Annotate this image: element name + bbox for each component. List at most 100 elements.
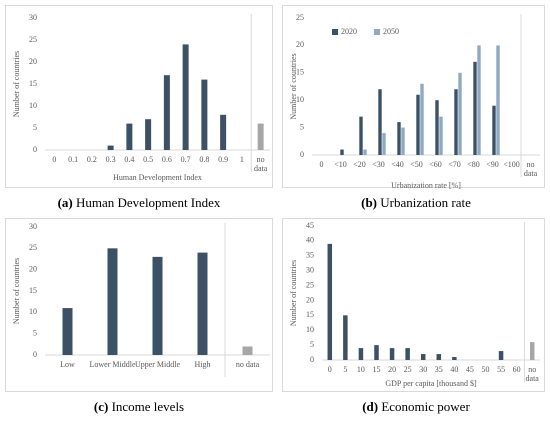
bar [397,122,401,155]
x-tick-label: 0 [52,155,57,164]
panel-border [5,218,273,392]
x-tick-label: 0.4 [124,155,135,164]
x-tick-label: Low [60,360,75,369]
caption-text: Human Development Index [76,195,221,210]
x-tick-label: <70 [448,160,461,169]
y-tick-label: 15 [29,286,37,295]
y-tick-label: 10 [296,95,304,104]
y-tick-label: 5 [33,328,37,337]
y-tick-label: 5 [310,340,314,349]
x-tick: 5 [343,365,348,374]
x-tick-label: <10 [334,160,347,169]
x-tick: <30 [372,160,385,169]
x-tick: 0.4 [124,155,135,164]
x-tick: High [194,360,211,369]
x-tick-label: 10 [356,365,365,374]
y-tick-label: 20 [306,295,314,304]
y-tick-label: 30 [29,222,37,231]
panel-border [282,5,545,188]
y-tick-label: 0 [33,145,37,154]
bar [359,116,363,155]
bar [439,116,443,155]
caption-label: (c) [93,399,109,414]
bar [498,351,504,360]
x-tick-label: <40 [391,160,404,169]
panel-border [282,218,545,392]
legend-swatch [332,29,338,35]
y-tick-label: 40 [306,236,314,245]
y-tick-label: 20 [29,57,37,66]
bar [416,94,420,155]
y-tick-label: 30 [306,265,314,274]
y-tick-label: 15 [306,310,314,319]
x-tick-label: Upper Middle [134,360,181,369]
caption: (c) Income levels [5,399,273,415]
x-tick: no data [526,365,539,383]
x-tick: <60 [429,160,442,169]
x-tick-label: 45 [465,365,474,374]
bar [529,342,535,360]
x-tick-label: <60 [429,160,442,169]
caption-label: (b) [361,195,378,210]
bar [220,114,227,150]
y-tick-label: 5 [33,123,37,132]
x-tick-label: 0.8 [199,155,210,164]
y-axis-title: Number of countries [12,258,21,324]
bar [257,123,264,150]
x-tick-label: High [194,360,211,369]
y-tick-label: 5 [300,122,304,131]
caption: (d) Economic power [282,399,550,415]
x-tick: <50 [410,160,423,169]
caption-label: (a) [57,195,73,210]
x-tick-label: 0.1 [68,155,79,164]
x-tick: 0 [52,155,57,164]
x-tick: <20 [353,160,366,169]
y-tick-label: 25 [29,35,37,44]
legend-swatch [374,29,380,35]
x-tick-label: 30 [419,365,428,374]
x-tick: no data [524,160,537,178]
y-axis-title: Number of countries [12,51,21,117]
x-tick-label: 5 [343,365,348,374]
bar [363,149,367,155]
x-tick: 0.6 [162,155,172,164]
x-tick-label: no data [235,360,260,369]
panel: 0 5 10 15 20 25 30 Number of countries Low Lower … [5,218,273,392]
x-tick: 1 [240,155,244,164]
y-tick-label: 35 [306,251,314,260]
bar [62,308,73,355]
bar [152,256,163,355]
x-tick: 0.8 [199,155,210,164]
legend-label: 2050 [383,27,399,36]
x-tick-label: <100 [503,160,520,169]
x-tick-label: 50 [481,365,490,374]
x-tick: 50 [481,365,490,374]
bar [107,248,118,355]
caption: (b) Urbanization rate [282,195,550,211]
x-tick: 30 [419,365,428,374]
bar [435,100,439,155]
y-tick-label: 25 [296,13,304,22]
bar [436,354,442,360]
x-tick-label: 35 [434,365,443,374]
y-tick-label: 0 [310,355,314,364]
bar [358,348,364,360]
x-tick: 0.7 [181,155,191,164]
x-tick: 0.9 [218,155,228,164]
y-tick-label: 25 [29,243,37,252]
bar [492,105,496,155]
x-tick: 45 [465,365,474,374]
y-tick-label: 20 [296,40,304,49]
y-tick-label: 20 [29,264,37,273]
y-tick-label: 30 [29,13,37,22]
x-tick: 0.1 [68,155,79,164]
x-tick-label: <20 [353,160,366,169]
bar [126,123,133,150]
bar [242,346,253,355]
bar [201,79,208,150]
x-tick-label: 60 [512,365,521,374]
bar [340,149,344,155]
